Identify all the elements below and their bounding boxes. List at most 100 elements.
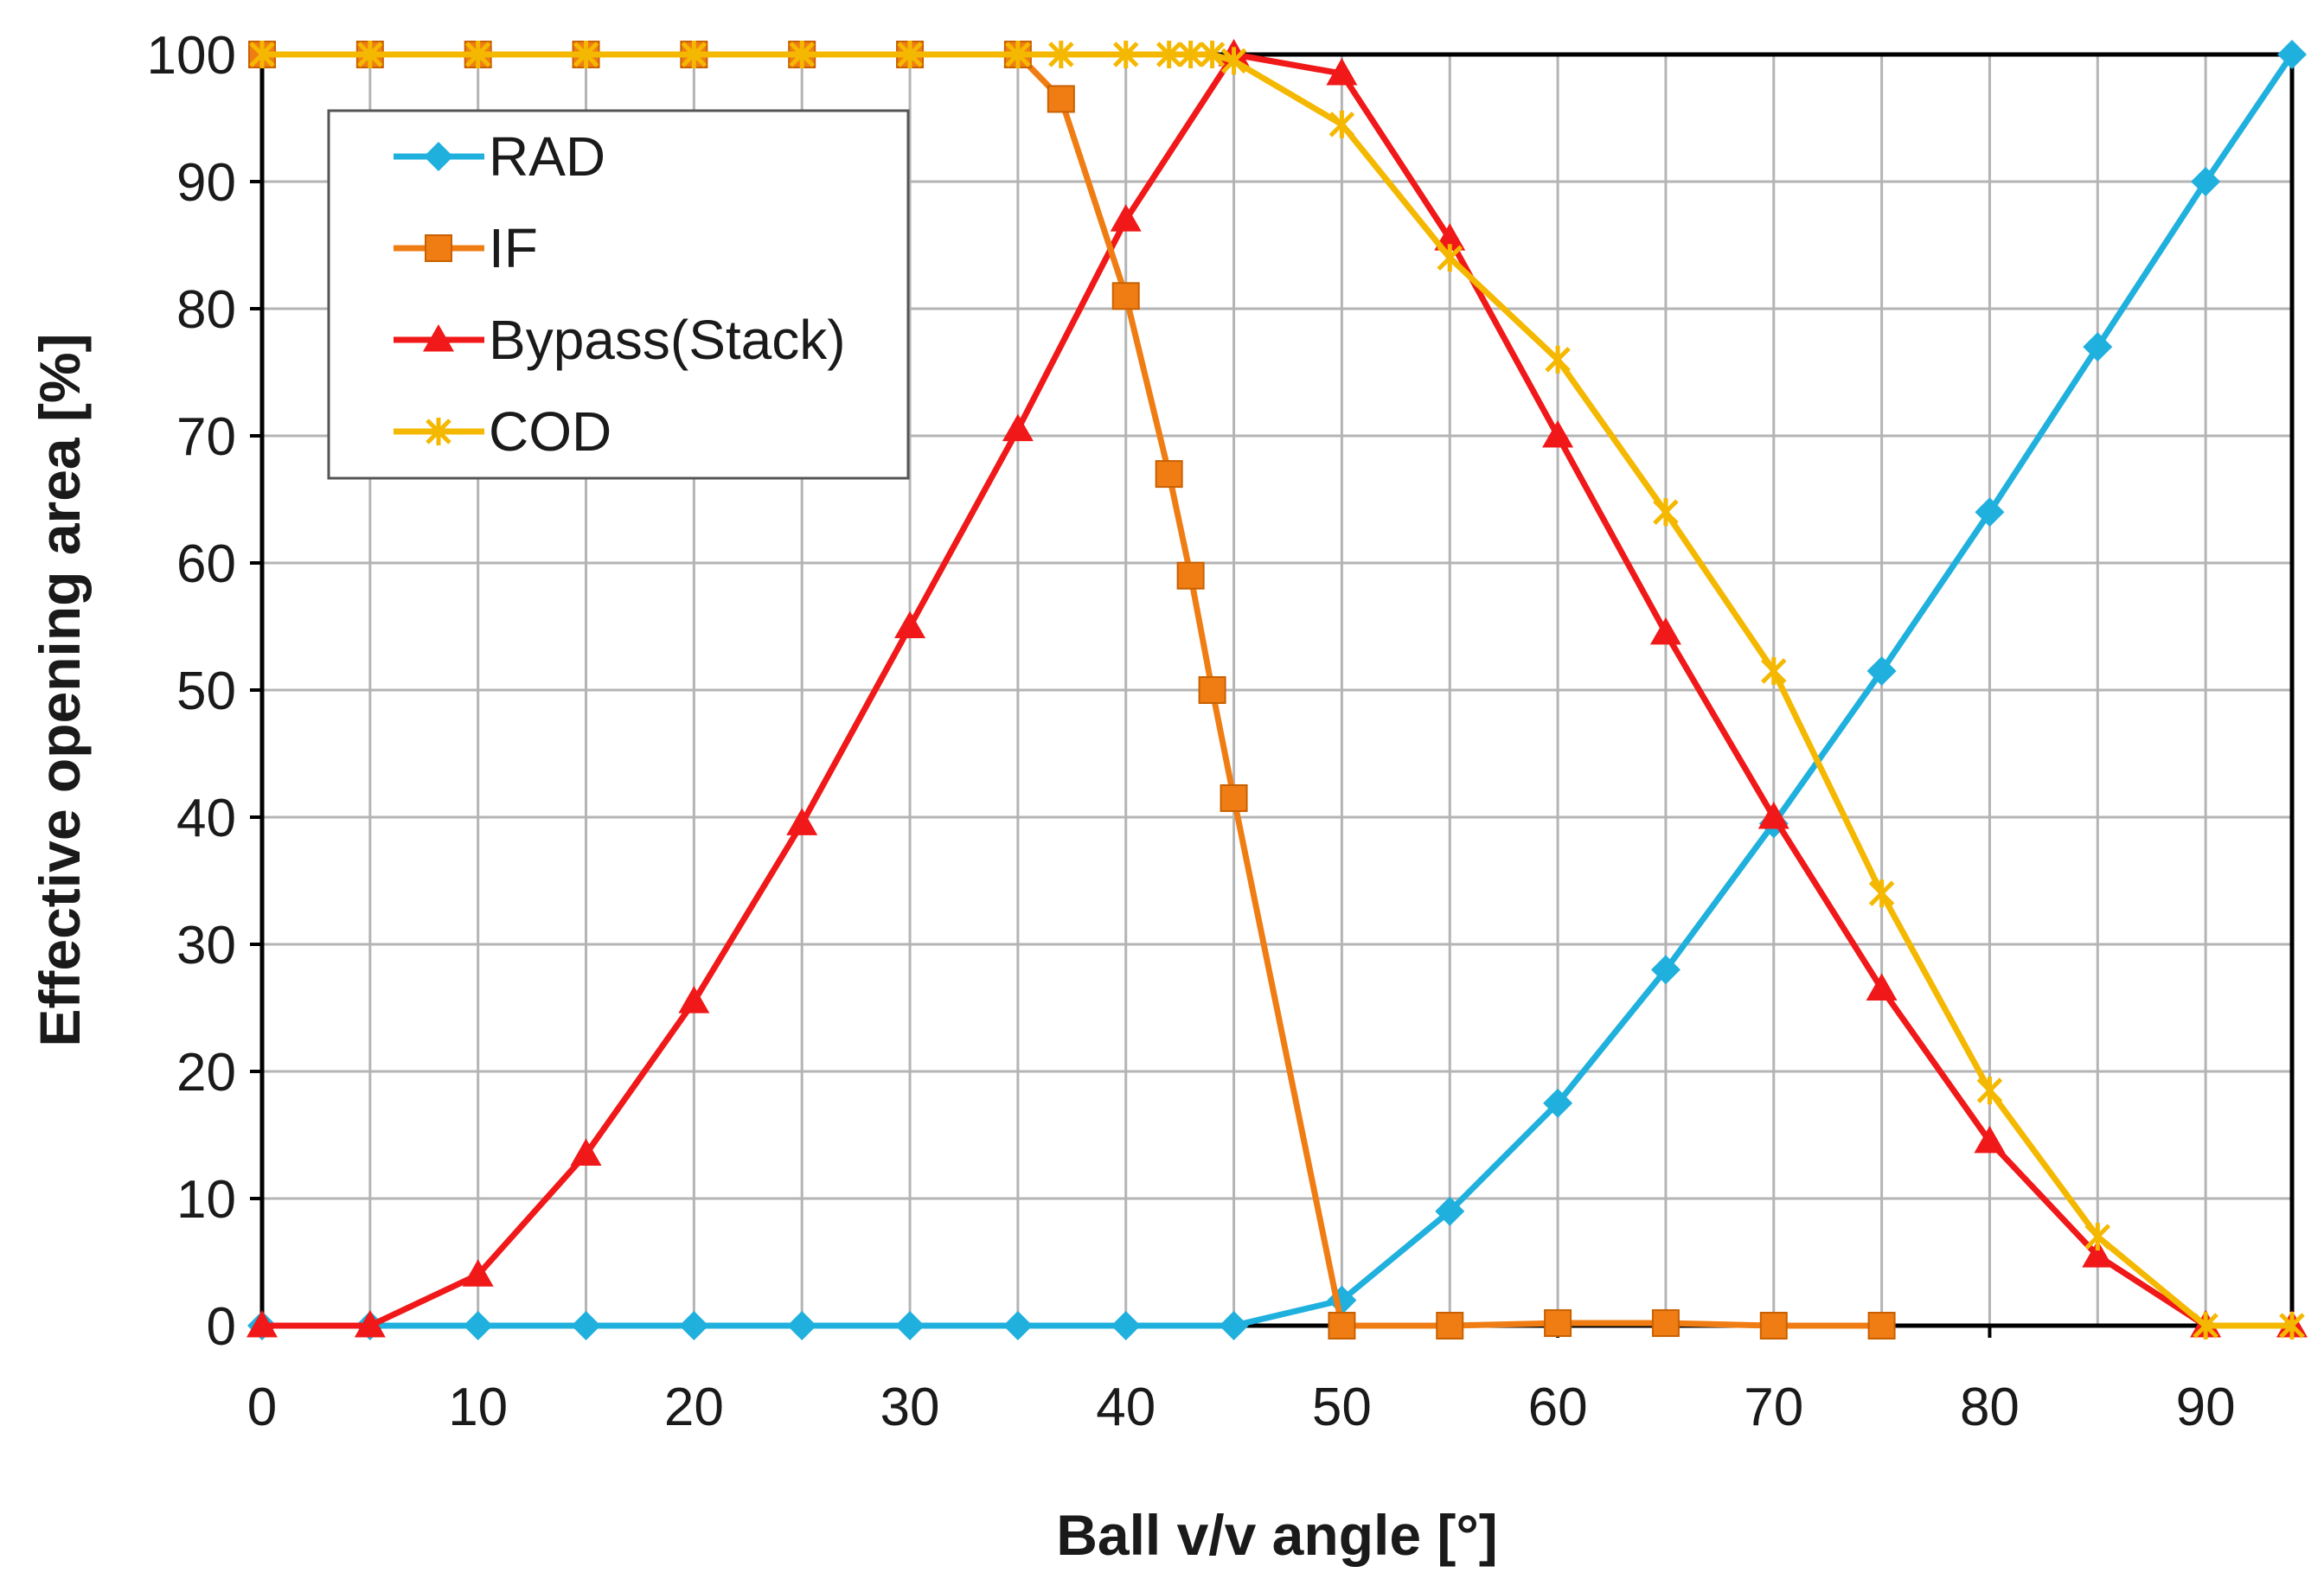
data-point-cod [789, 41, 815, 68]
data-point-cod [1048, 41, 1074, 68]
data-point-cod [1177, 41, 1204, 68]
y-tick-label: 0 [207, 1297, 236, 1357]
series-line-bypass-stack [259, 51, 2295, 1329]
legend-item-bypass-stack: Bypass(Stack) [394, 309, 846, 371]
data-point-bypass-stack [894, 611, 926, 638]
legend-item-cod: COD [394, 400, 611, 463]
data-point-bypass-stack [2082, 1240, 2114, 1268]
data-point-cod [1220, 47, 1247, 75]
y-tick-label: 40 [176, 789, 236, 848]
data-point-cod [1328, 110, 1355, 138]
data-point-if [1047, 85, 1075, 113]
data-point-rad [1435, 1196, 1465, 1226]
data-point-bypass-stack [246, 1310, 278, 1338]
x-axis-title: Ball v/v angle [°] [1056, 1503, 1498, 1567]
data-point-cod [2084, 1223, 2111, 1251]
data-point-cod [1760, 656, 1787, 685]
x-tick-label: 60 [1528, 1378, 1588, 1437]
data-point-rad [1219, 1311, 1249, 1340]
data-point-if [1176, 561, 1205, 590]
data-point-cod [897, 41, 923, 68]
data-point-if [1436, 1312, 1464, 1339]
data-point-cod [1112, 41, 1139, 68]
data-point-rad [2191, 167, 2221, 196]
data-point-rad [463, 1311, 493, 1340]
data-point-bypass-stack [1110, 204, 1142, 232]
series-line-rad [259, 51, 2295, 1329]
x-tick-label: 10 [448, 1378, 508, 1437]
data-point-rad [2083, 332, 2113, 362]
data-point-bypass-stack [462, 1259, 494, 1287]
y-tick-label: 100 [147, 26, 236, 86]
data-point-bypass-stack [1542, 420, 1574, 448]
data-point-cod [1437, 244, 1463, 272]
legend-swatch-marker [425, 234, 452, 262]
series-line-cod [259, 51, 2295, 1329]
data-point-if [1111, 282, 1140, 310]
legend-swatch-marker [423, 324, 454, 352]
data-point-cod [1005, 41, 1031, 68]
data-point-cod [681, 41, 707, 68]
data-point-cod [1868, 879, 1895, 908]
data-point-cod [2193, 1312, 2218, 1339]
data-point-bypass-stack [1866, 973, 1898, 1001]
data-point-cod [357, 41, 383, 68]
data-point-rad [787, 1311, 817, 1340]
data-point-bypass-stack [1757, 802, 1789, 829]
data-point-rad [895, 1311, 925, 1340]
legend: RAD IF Bypass(Stack) COD [327, 109, 910, 480]
x-tick-label: 70 [1744, 1378, 1803, 1437]
data-point-rad [1975, 497, 2005, 527]
axis-ticks: 0 10 20 30 40 50 60 70 80 90 0 10 20 30 40 50 60 70 80 90 10… [147, 26, 2236, 1437]
data-point-cod [573, 41, 599, 68]
data-point-cod [1156, 41, 1182, 68]
legend-label: Bypass(Stack) [489, 309, 846, 371]
data-point-cod [249, 41, 275, 68]
legend-swatch-marker [426, 418, 451, 445]
x-tick-label: 90 [2176, 1378, 2236, 1437]
data-point-rad [1002, 1311, 1033, 1340]
data-point-if [1651, 1309, 1680, 1338]
data-point-if [1328, 1312, 1356, 1339]
legend-label: RAD [489, 125, 605, 188]
legend-swatch-marker [424, 142, 453, 171]
legend-item-rad: RAD [394, 125, 605, 188]
data-point-rad [571, 1311, 601, 1340]
data-point-bypass-stack [1002, 413, 1034, 442]
data-point-bypass-stack [1974, 1125, 2006, 1154]
legend-label: IF [489, 217, 538, 279]
y-tick-label: 30 [176, 916, 236, 975]
y-axis-title: Effective opening area [%] [28, 333, 92, 1046]
data-point-if [1220, 783, 1248, 812]
legend-item-if: IF [394, 217, 538, 279]
y-tick-label: 80 [176, 280, 236, 340]
data-point-if [1198, 676, 1226, 704]
data-point-if [1155, 460, 1183, 489]
y-tick-label: 50 [176, 662, 236, 721]
y-tick-label: 60 [176, 534, 236, 594]
y-tick-label: 70 [176, 407, 236, 467]
y-tick-label: 20 [176, 1043, 236, 1103]
data-point-rad [1543, 1088, 1573, 1118]
data-point-rad [2277, 40, 2307, 69]
series-cod [249, 41, 2305, 1339]
data-point-if [1544, 1309, 1572, 1338]
data-point-bypass-stack [1326, 58, 1358, 86]
data-point-bypass-stack [786, 808, 818, 835]
data-point-cod [1545, 345, 1571, 374]
x-tick-label: 0 [247, 1378, 277, 1437]
data-point-cod [1976, 1077, 2003, 1105]
data-point-cod [464, 41, 491, 68]
x-tick-label: 80 [1960, 1378, 2020, 1437]
x-tick-label: 50 [1312, 1378, 1372, 1437]
y-tick-label: 10 [176, 1170, 236, 1230]
y-tick-label: 90 [176, 153, 236, 213]
x-tick-label: 20 [664, 1378, 724, 1437]
data-point-bypass-stack [354, 1310, 386, 1338]
data-point-rad [1111, 1311, 1141, 1340]
data-point-cod [2279, 1312, 2305, 1339]
data-point-if [1867, 1312, 1896, 1339]
legend-box [327, 109, 910, 480]
x-tick-label: 40 [1096, 1378, 1156, 1437]
